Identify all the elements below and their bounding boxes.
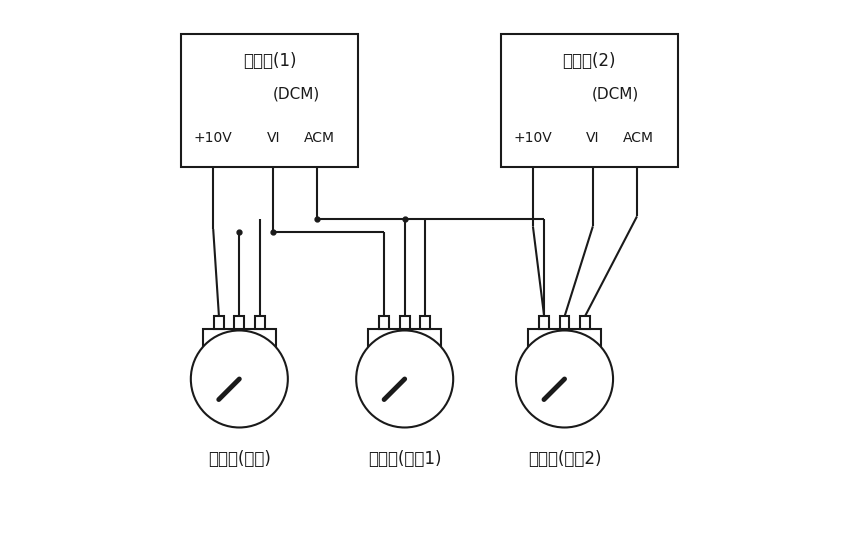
- Bar: [560, 316, 570, 329]
- Text: +10V: +10V: [194, 131, 233, 145]
- Circle shape: [356, 331, 454, 428]
- Bar: [369, 329, 441, 351]
- Bar: [501, 34, 678, 167]
- Text: +10V: +10V: [514, 131, 552, 145]
- Text: 电位器(微调2): 电位器(微调2): [527, 449, 601, 468]
- Bar: [420, 316, 430, 329]
- Bar: [380, 316, 389, 329]
- Bar: [399, 316, 410, 329]
- Text: 变频器(2): 变频器(2): [563, 52, 616, 70]
- Text: ACM: ACM: [624, 131, 655, 145]
- Bar: [580, 316, 590, 329]
- Text: 电位器(微调1): 电位器(微调1): [368, 449, 442, 468]
- Bar: [539, 316, 549, 329]
- Text: 电位器(总调): 电位器(总调): [208, 449, 271, 468]
- Text: (DCM): (DCM): [272, 86, 320, 101]
- Text: (DCM): (DCM): [592, 86, 639, 101]
- Bar: [181, 34, 358, 167]
- Bar: [528, 329, 601, 351]
- Text: 变频器(1): 变频器(1): [243, 52, 296, 70]
- Circle shape: [516, 331, 613, 428]
- Bar: [255, 316, 265, 329]
- Text: VI: VI: [266, 131, 280, 145]
- Bar: [235, 316, 244, 329]
- Bar: [214, 316, 224, 329]
- Text: VI: VI: [586, 131, 600, 145]
- Bar: [203, 329, 276, 351]
- Text: ACM: ACM: [303, 131, 334, 145]
- Circle shape: [191, 331, 288, 428]
